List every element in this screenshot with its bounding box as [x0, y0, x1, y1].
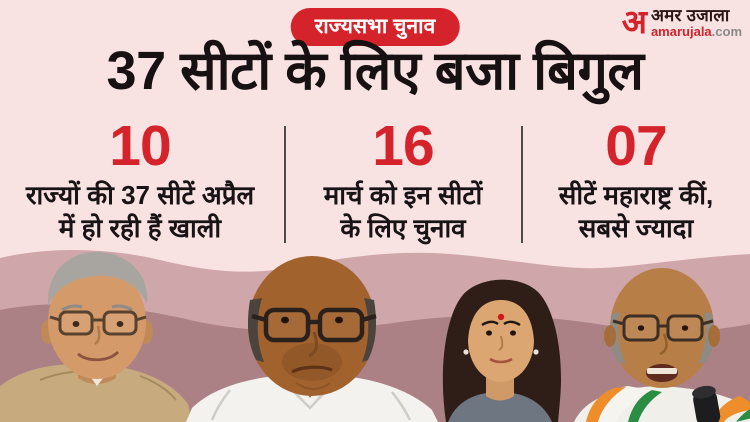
section-badge: राज्यसभा चुनाव: [290, 8, 460, 46]
wave-dark: [0, 304, 750, 422]
brand-site-name: amarujala: [650, 23, 712, 39]
stat-column-1: 10 राज्यों की 37 सीटें अप्रैल में हो रही…: [0, 118, 280, 244]
stat-divider-1: [284, 126, 286, 243]
stats-row: 10 राज्यों की 37 सीटें अप्रैल में हो रही…: [0, 118, 750, 248]
photo-politician-1: [0, 251, 192, 422]
photo-politician-4: [574, 268, 750, 422]
stat-1-line2: में हो रही हैं खाली: [58, 212, 222, 243]
brand-logo-text: अमर उजाला amarujala.com: [650, 5, 742, 39]
stole-saffron-right: [712, 396, 750, 422]
side-hair: [610, 312, 714, 364]
stat-3-line2: सबसे ज्यादा: [578, 212, 694, 243]
grey-hair: [47, 251, 148, 306]
stat-2-number: 16: [372, 114, 434, 178]
glasses: [251, 307, 377, 343]
photo-politician-3: [442, 279, 562, 422]
section-badge-label: राज्यसभा चुनाव: [314, 15, 436, 38]
stat-1-line1: राज्यों की 37 सीटें अप्रैल: [25, 180, 255, 210]
stat-3-line1: सीटें महाराष्ट्र कीं,: [558, 180, 714, 210]
stat-1-number: 10: [109, 114, 171, 178]
side-hair: [248, 298, 376, 362]
stat-2-line2: के लिए चुनाव: [340, 212, 466, 243]
brand-site: amarujala.com: [650, 23, 742, 39]
stat-2-line1: मार्च को इन सीटों: [323, 180, 483, 210]
stole-white-left: [586, 386, 650, 422]
stat-divider-2: [521, 126, 523, 243]
microphone: [692, 385, 721, 422]
stole-green-left: [628, 390, 662, 422]
page-title: 37 सीटों के लिए बजा बिगुल: [106, 41, 644, 101]
brand-logo[interactable]: अ अमर उजाला amarujala.com: [621, 3, 742, 40]
stat-column-2: 16 मार्च को इन सीटों के लिए चुनाव: [288, 118, 518, 244]
stat-column-3: 07 सीटें महाराष्ट्र कीं, सबसे ज्यादा: [524, 118, 748, 244]
brand-site-tld: .com: [711, 23, 742, 39]
stole-green-right: [736, 409, 750, 422]
stat-3-number: 07: [605, 114, 667, 178]
bindi: [497, 313, 505, 321]
photo-politician-2: [186, 256, 438, 422]
brand-logo-icon: अ: [621, 3, 647, 40]
stole-saffron-left: [586, 387, 626, 422]
brand-name: अमर उजाला: [650, 5, 730, 25]
photo-strip: [0, 249, 750, 422]
